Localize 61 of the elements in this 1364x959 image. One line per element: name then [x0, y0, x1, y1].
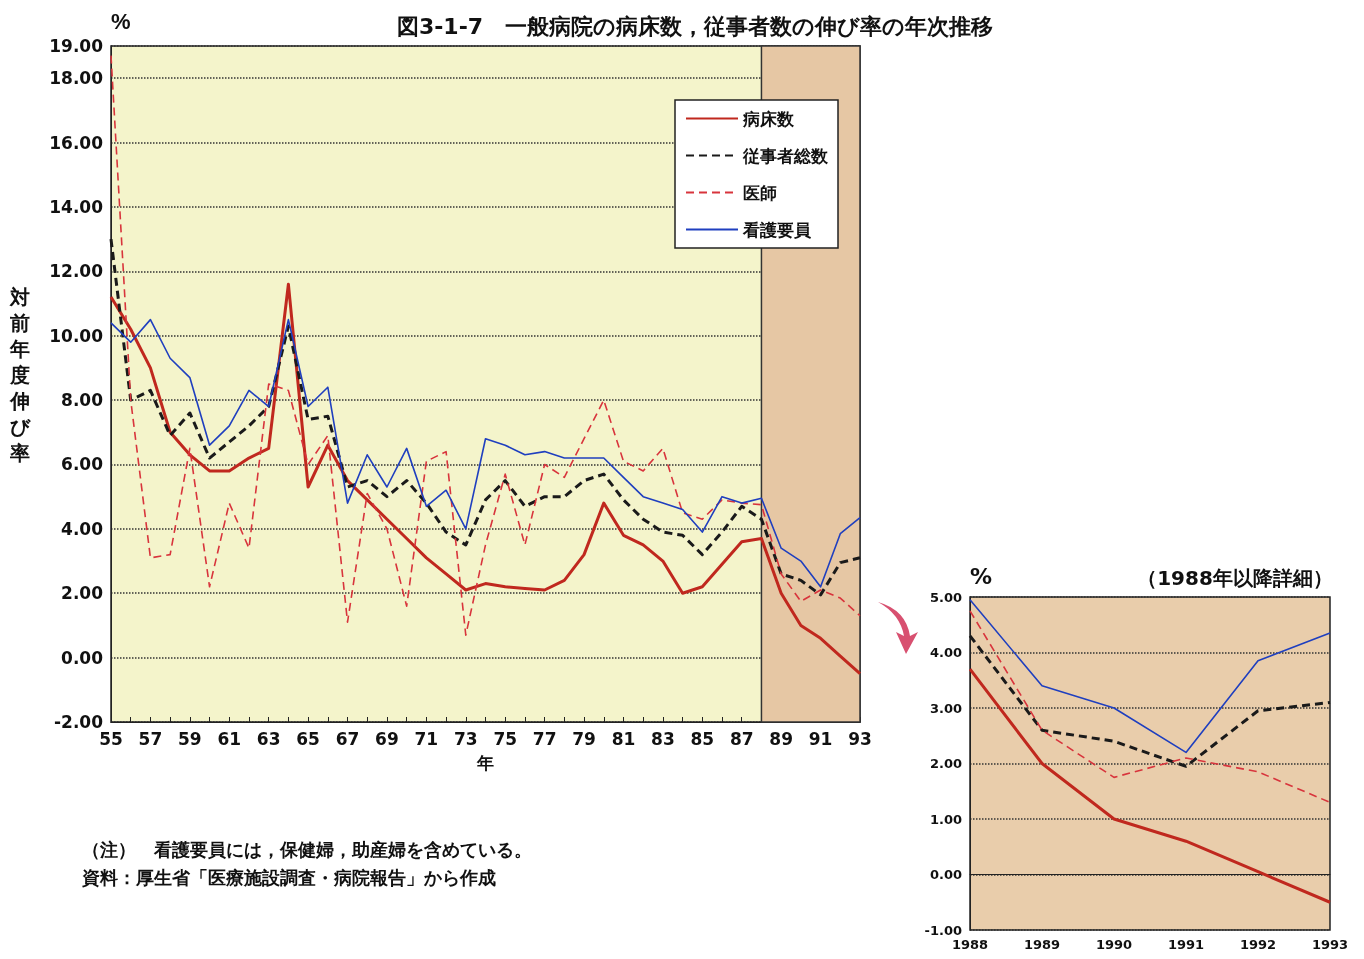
- chart-title: （1988年以降詳細）: [1137, 566, 1333, 590]
- line-series: [969, 610, 1331, 804]
- y-tick-label: 2.00: [61, 583, 104, 604]
- x-tick-label: 65: [296, 728, 320, 749]
- y-tick-label: 6.00: [61, 454, 104, 475]
- legend-label: 医師: [743, 182, 777, 203]
- x-tick-label: 91: [808, 728, 833, 749]
- y-tick-label: 0.00: [929, 867, 962, 882]
- y-tick-label: -1.00: [924, 922, 962, 938]
- y-axis-title: %: [970, 563, 993, 589]
- legend-label: 病床数: [742, 108, 795, 129]
- y-tick-label: 16.00: [49, 132, 104, 153]
- x-axis-title: 年: [476, 752, 494, 773]
- text: 資料：厚生省「医療施設調査・病院報告」から作成: [81, 866, 496, 888]
- x-tick-label: 79: [572, 728, 596, 749]
- x-tick-label: 77: [532, 728, 557, 749]
- x-tick-label: 87: [729, 728, 754, 749]
- x-tick-label: 61: [217, 728, 242, 749]
- y-tick-label: 2.00: [929, 756, 962, 771]
- y-tick-label: 1.00: [929, 811, 962, 827]
- y-tick-label: 8.00: [61, 390, 104, 411]
- line-series: [968, 667, 1332, 904]
- y-tick-label: 0.00: [61, 647, 104, 668]
- x-tick-label: 67: [335, 728, 360, 749]
- x-tick-label: 59: [178, 728, 202, 749]
- x-tick-label: 71: [414, 728, 439, 749]
- legend-label: 従事者総数: [742, 145, 829, 166]
- x-tick-label: 73: [453, 728, 478, 749]
- line-series: [110, 318, 861, 588]
- y-tick-label: 10.00: [49, 325, 104, 346]
- x-tick-label: 57: [138, 728, 163, 749]
- y-tick-label: 19.00: [49, 36, 104, 56]
- y-tick-label: 14.00: [49, 196, 104, 217]
- line-series: [110, 54, 861, 636]
- y-tick-label: 12.00: [49, 261, 104, 282]
- y-tick-label: 4.00: [61, 518, 104, 539]
- x-tick-label: 89: [769, 728, 793, 749]
- x-tick-label: 81: [611, 728, 636, 749]
- x-tick-label: 1990: [1095, 937, 1133, 952]
- y-tick-label: 3.00: [929, 700, 962, 716]
- x-tick-label: 1992: [1239, 937, 1277, 952]
- x-tick-label: 1989: [1023, 937, 1061, 952]
- y-tick-label: 18.00: [49, 68, 104, 89]
- text: %: [111, 8, 131, 34]
- x-tick-label: 93: [848, 728, 872, 749]
- x-tick-label: 83: [651, 728, 675, 749]
- x-tick-label: 1988: [951, 937, 989, 952]
- x-tick-label: 75: [493, 728, 518, 749]
- legend-label: 看護要員: [742, 219, 812, 240]
- x-tick-label: 63: [256, 728, 281, 749]
- x-tick-label: 1993: [1311, 937, 1349, 952]
- line-series: [969, 598, 1331, 754]
- y-axis-title: 対前年度伸び率: [9, 285, 31, 465]
- x-tick-label: 85: [690, 728, 715, 749]
- text: （注） 看護要員には，保健婦，助産婦を含めている。: [82, 838, 532, 860]
- x-tick-label: 1991: [1167, 937, 1205, 952]
- line-series: [109, 282, 862, 676]
- x-tick-label: 69: [375, 728, 399, 749]
- y-tick-label: 5.00: [929, 589, 962, 605]
- y-tick-label: 4.00: [929, 645, 962, 660]
- chart-title: 図3-1-7 一般病院の病床数，従事者数の伸び率の年次推移: [396, 13, 994, 39]
